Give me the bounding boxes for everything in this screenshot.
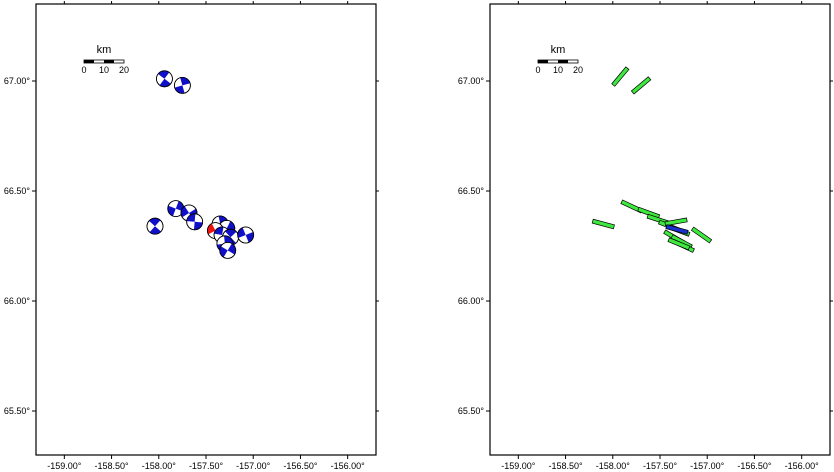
focal-mechanism-beachball <box>167 200 185 218</box>
scale-bar-label: 20 <box>573 65 583 75</box>
lon-tick-label: -157.00° <box>236 461 271 471</box>
lon-tick-label: -157.50° <box>189 461 224 471</box>
lat-tick-label: 66.00° <box>458 296 485 306</box>
scale-bar-label: 20 <box>119 65 129 75</box>
scale-bar: km 0 10 20 <box>535 44 583 75</box>
scale-bar-label: 10 <box>99 65 109 75</box>
lon-tick-label: -158.50° <box>548 461 583 471</box>
lon-tick-label: -156.50° <box>737 461 772 471</box>
focal-mechanism-beachball <box>156 70 173 88</box>
focal-mechanism-beachball <box>186 213 204 231</box>
lon-tick-label: -156.50° <box>283 461 318 471</box>
map-frame <box>35 3 377 456</box>
lon-tick-label: -157.50° <box>643 461 678 471</box>
scale-bar-segment <box>104 60 114 63</box>
lat-tick-label: 67.00° <box>458 76 485 86</box>
fault-plane-segment <box>665 224 689 235</box>
lon-tick-label: -156.00° <box>785 461 820 471</box>
fault-plane-segment <box>667 237 691 251</box>
scale-bar-segment <box>538 60 548 63</box>
scale-bar: km 0 10 20 <box>81 44 129 75</box>
map-frame <box>489 3 831 456</box>
lat-tick-label: 66.50° <box>458 186 485 196</box>
lon-tick-label: -156.00° <box>331 461 366 471</box>
scale-bar-unit: km <box>551 44 566 56</box>
scale-bar-segment <box>84 60 94 63</box>
focal-mechanism-beachball <box>173 77 191 94</box>
lat-tick-label: 66.50° <box>4 186 31 196</box>
scale-bar-label: 10 <box>553 65 563 75</box>
lon-tick-label: -157.00° <box>690 461 725 471</box>
lon-tick-label: -159.00° <box>47 461 82 471</box>
scale-bar-label: 0 <box>81 65 86 75</box>
focal-mechanism-beachball <box>146 217 164 235</box>
lon-tick-label: -158.00° <box>142 461 177 471</box>
scale-bar-unit: km <box>97 44 112 56</box>
fault-plane-segment <box>591 218 615 230</box>
lat-tick-label: 65.50° <box>458 406 485 416</box>
fault-plane-segment <box>611 66 630 87</box>
focal-mechanism-beachball <box>237 226 255 244</box>
fault-plane-map-panel: -159.00° -158.50° -158.00° -157.50° -157.00°… <box>458 1 833 471</box>
fault-plane-segment <box>664 217 688 227</box>
fault-plane-segment <box>690 226 713 244</box>
lon-tick-label: -159.00° <box>501 461 536 471</box>
lat-tick-label: 66.00° <box>4 296 31 306</box>
focal-mechanism-map-panel: -159.00° -158.50° -158.00° -157.50° -157.00°… <box>4 1 379 471</box>
lon-tick-label: -158.50° <box>94 461 129 471</box>
lat-tick-label: 65.50° <box>4 406 31 416</box>
lon-tick-label: -158.00° <box>596 461 631 471</box>
lat-tick-label: 67.00° <box>4 76 31 86</box>
fault-plane-segment <box>630 76 652 95</box>
focal-mechanism-beachball <box>219 241 237 259</box>
scale-bar-label: 0 <box>535 65 540 75</box>
scale-bar-segment <box>558 60 568 63</box>
